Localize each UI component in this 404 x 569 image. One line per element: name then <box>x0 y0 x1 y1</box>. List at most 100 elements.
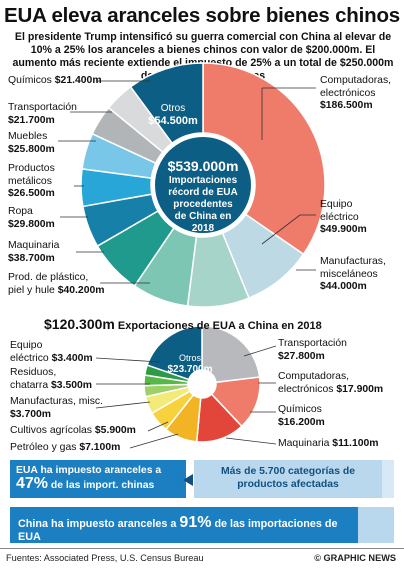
china-tariff-box: China ha impuesto aranceles a 91% de las… <box>10 507 358 543</box>
imports-plastico-name1: Prod. de plástico, <box>8 272 89 283</box>
exports-section-title: $120.300m Exportaciones de EUA a China e… <box>44 316 322 332</box>
exports-label-manufacturas: Manufacturas, misc. $3.700m <box>10 396 103 421</box>
exports-equipo-name1: Equipo <box>10 340 43 351</box>
imports-label-ropa: Ropa $29.800m <box>8 206 55 231</box>
exports-label-maquinaria: Maquinaria $11.100m <box>278 438 379 451</box>
china-tariff-box-tail <box>358 507 394 543</box>
exports-label-computadoras: Computadoras, electrónicos $17.900m <box>278 371 383 396</box>
imports-leader-equipo-2 <box>261 214 301 245</box>
arrow-icon <box>183 474 193 486</box>
exports-label-petroleo: Petróleo y gas $7.100m <box>10 442 120 455</box>
imports-computadoras-name1: Computadoras, <box>320 75 392 86</box>
imports-plastico-value: $40.200m <box>57 284 105 296</box>
imports-manuf-value: $44.000m <box>320 281 367 292</box>
exports-leader-manuf <box>95 401 151 409</box>
exports-otros-label: Otros $23.700m <box>160 353 220 375</box>
imports-label-equipo: Equipo eléctrico $49.900m <box>320 199 367 237</box>
exports-manuf-value: $3.700m <box>10 408 52 420</box>
imports-manuf-name2: misceláneos <box>320 268 378 280</box>
exports-residuos-name2: chatarra <box>10 379 49 391</box>
imports-metalicos-name1: Productos <box>8 163 55 174</box>
imports-center-line4: de China en <box>174 211 232 222</box>
exports-equipo-value: $3.400m <box>51 352 93 364</box>
imports-center-line5: 2018 <box>191 223 215 234</box>
exports-leader-transport <box>243 345 277 357</box>
imports-metalicos-name2: metálicos <box>8 175 52 187</box>
exports-petroleo-value: $7.100m <box>79 442 121 453</box>
exports-leader-equipo <box>95 357 161 363</box>
eua-tariff-line2: de las import. chinas <box>48 480 155 491</box>
imports-plastico-name2: piel y hule <box>8 284 55 296</box>
imports-center-label: $539.000m Importaciones récord de EUA pr… <box>157 158 249 235</box>
imports-center-line1: Importaciones <box>168 175 238 186</box>
imports-otros-value: $54.500m <box>148 115 198 127</box>
exports-cultivos-name: Cultivos agrícolas <box>10 425 93 436</box>
exports-total: $120.300m <box>44 316 115 332</box>
imports-label-computadoras: Computadoras, electrónicos $186.500m <box>320 75 391 113</box>
exports-petroleo-name: Petróleo y gas <box>10 442 77 453</box>
exports-computadoras-value: $17.900m <box>336 383 384 395</box>
exports-equipo-name2: eléctrico <box>10 352 49 364</box>
exports-manuf-name: Manufacturas, misc. <box>10 396 103 407</box>
exports-label-cultivos: Cultivos agrícolas $5.900m <box>10 425 136 438</box>
categorias-box-tail <box>382 460 394 498</box>
imports-otros-name: Otros <box>160 103 186 114</box>
exports-cultivos-value: $5.900m <box>94 425 136 436</box>
footer-divider <box>0 548 404 549</box>
exports-label-residuos: Residuos, chatarra $3.500m <box>10 367 92 392</box>
imports-muebles-value: $25.800m <box>8 143 55 155</box>
imports-slice-computadoras-electr-nicos <box>202 62 326 256</box>
exports-transport-name: Transportación <box>278 338 347 349</box>
imports-center-line3: procedentes <box>173 199 233 210</box>
imports-transport-value: $21.700m <box>8 114 55 126</box>
imports-label-metalicos: Productos metálicos $26.500m <box>8 163 55 201</box>
exports-residuos-value: $3.500m <box>51 379 93 391</box>
imports-metalicos-value: $26.500m <box>8 188 55 199</box>
eua-tariff-pct: 47% <box>16 475 49 492</box>
exports-quimicos-name: Químicos <box>278 404 322 415</box>
exports-title: Exportaciones de EUA a China en 2018 <box>117 320 322 332</box>
imports-label-manufacturas: Manufacturas, misceláneos $44.000m <box>320 256 386 294</box>
eua-tariff-box: EUA ha impuesto aranceles a 47% de las i… <box>10 460 186 498</box>
exports-label-quimicos: Químicos $16.200m <box>278 404 325 429</box>
exports-otros-name: Otros <box>178 353 201 363</box>
exports-leader-petroleo <box>129 433 179 449</box>
exports-otros-value: $23.700m <box>167 364 213 375</box>
china-tariff-pre: China ha impuesto aranceles a <box>18 518 180 530</box>
page-title: EUA eleva aranceles sobre bienes chinos <box>4 4 400 27</box>
imports-center-disc <box>155 137 251 233</box>
imports-ropa-name: Ropa <box>8 206 33 217</box>
imports-label-maquinaria: Maquinaria $38.700m <box>8 240 59 265</box>
exports-donut-chart <box>143 325 261 443</box>
imports-manuf-name1: Manufacturas, <box>320 256 386 267</box>
imports-computadoras-name2: electrónicos <box>320 87 376 99</box>
imports-maquinaria-name: Maquinaria <box>8 240 60 251</box>
imports-maquinaria-value: $38.700m <box>8 252 55 264</box>
imports-quimicos-value: $21.400m <box>54 75 102 86</box>
exports-computadoras-name1: Computadoras, <box>278 371 350 382</box>
eua-tariff-line1: EUA ha impuesto aranceles a <box>16 465 162 476</box>
imports-computadoras-value: $186.500m <box>320 100 373 111</box>
exports-transport-value: $27.800m <box>278 350 325 362</box>
leader-lines <box>58 80 316 449</box>
imports-total: $539.000m <box>167 158 239 174</box>
exports-quimicos-value: $16.200m <box>278 416 325 428</box>
exports-leader-cultivos <box>147 421 169 432</box>
exports-leader-maquinaria <box>225 437 277 445</box>
china-tariff-post: de las importaciones de EUA <box>18 518 338 543</box>
exports-hole <box>188 370 216 398</box>
imports-muebles-name: Muebles <box>8 131 48 142</box>
imports-center-line2: récord de EUA <box>168 187 238 198</box>
categorias-text: Más de 5.700 categorías de productos afe… <box>221 466 355 490</box>
imports-label-quimicos: Químicos $21.400m <box>8 75 102 88</box>
imports-label-transport: Transportación $21.700m <box>8 102 77 127</box>
imports-donut-chart <box>80 62 326 308</box>
exports-computadoras-name2: electrónicos <box>278 383 334 395</box>
imports-label-plastico: Prod. de plástico, piel y hule $40.200m <box>8 272 105 297</box>
imports-ropa-value: $29.800m <box>8 218 55 230</box>
imports-quimicos-name: Químicos <box>8 75 52 86</box>
imports-equipo-name1: Equipo <box>320 199 353 210</box>
exports-label-transport: Transportación $27.800m <box>278 338 347 363</box>
categorias-box: Más de 5.700 categorías de productos afe… <box>194 460 382 498</box>
china-tariff-pct: 91% <box>179 514 212 531</box>
